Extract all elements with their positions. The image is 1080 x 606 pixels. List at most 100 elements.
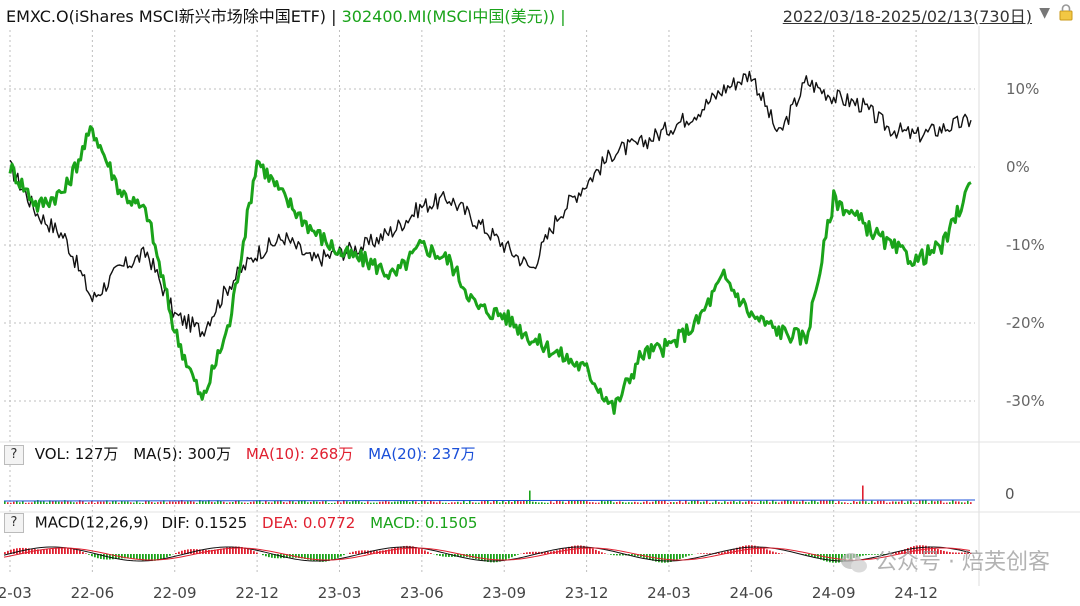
volume-bar bbox=[178, 500, 180, 504]
volume-bar bbox=[112, 501, 114, 504]
volume-bar bbox=[583, 500, 585, 504]
macd-histogram-bar bbox=[418, 547, 420, 554]
macd-histogram-bar bbox=[577, 545, 579, 554]
macd-histogram-bar bbox=[898, 551, 900, 554]
volume-bar bbox=[439, 501, 441, 504]
volume-bar bbox=[604, 501, 606, 504]
volume-bar bbox=[646, 501, 648, 504]
macd-histogram-bar bbox=[727, 550, 729, 554]
macd-histogram-bar bbox=[190, 549, 192, 554]
volume-bar bbox=[277, 501, 279, 504]
volume-bar bbox=[340, 502, 342, 504]
series1-label[interactable]: EMXC.O(iShares MSCI新兴市场除中国ETF) bbox=[6, 7, 327, 26]
volume-bar bbox=[427, 502, 429, 504]
macd-histogram-bar bbox=[931, 547, 933, 554]
volume-bar bbox=[211, 501, 213, 504]
volume-bar bbox=[550, 501, 552, 504]
volume-bar bbox=[157, 502, 159, 504]
macd-histogram-bar bbox=[73, 548, 75, 554]
volume-help-button[interactable]: ? bbox=[4, 444, 24, 465]
volume-bar bbox=[397, 501, 399, 504]
macd-histogram-bar bbox=[112, 554, 114, 560]
volume-bar bbox=[307, 502, 309, 504]
macd-histogram-bar bbox=[508, 554, 510, 559]
macd-histogram-bar bbox=[34, 549, 36, 554]
series2-label[interactable]: 302400.MI(MSCI中国(美元)) bbox=[341, 7, 556, 26]
volume-bar bbox=[862, 485, 864, 504]
volume-bar bbox=[241, 502, 243, 504]
macd-histogram-bar bbox=[952, 552, 954, 554]
chevron-down-icon[interactable]: ▼ bbox=[1039, 5, 1050, 21]
macd-histogram-bar bbox=[328, 554, 330, 562]
macd-histogram-bar bbox=[637, 554, 639, 557]
volume-bar bbox=[493, 500, 495, 504]
volume-bar bbox=[634, 501, 636, 504]
volume-bar bbox=[856, 501, 858, 504]
x-tick-label: 24-06 bbox=[730, 584, 774, 602]
series2-line[interactable] bbox=[8, 125, 972, 415]
volume-bar bbox=[367, 501, 369, 504]
volume-bar bbox=[877, 500, 879, 504]
volume-bar bbox=[844, 502, 846, 504]
macd-histogram-bar bbox=[400, 546, 402, 554]
macd-help-button[interactable]: ? bbox=[4, 513, 24, 533]
volume-bar bbox=[727, 502, 729, 504]
volume-bar bbox=[67, 501, 69, 504]
volume-bar bbox=[280, 500, 282, 504]
vol-ma10: MA(10): 268万 bbox=[245, 445, 354, 463]
volume-bar bbox=[613, 502, 615, 504]
volume-bar bbox=[274, 500, 276, 504]
volume-bar bbox=[124, 501, 126, 504]
macd-histogram-bar bbox=[481, 554, 483, 561]
macd-histogram-bar bbox=[355, 551, 357, 554]
macd-histogram-bar bbox=[547, 551, 549, 554]
volume-bar bbox=[643, 501, 645, 504]
volume-bar bbox=[949, 502, 951, 504]
volume-bar bbox=[208, 500, 210, 504]
volume-bar bbox=[259, 500, 261, 504]
macd-histogram-bar bbox=[769, 550, 771, 554]
date-range-selector[interactable]: 2022/03/18-2025/02/13(730日) bbox=[782, 7, 1032, 26]
volume-bar bbox=[784, 500, 786, 504]
volume-bar bbox=[742, 502, 744, 504]
macd-histogram-bar bbox=[490, 554, 492, 563]
macd-histogram-bar bbox=[442, 554, 444, 557]
volume-bar bbox=[661, 501, 663, 504]
volume-bar bbox=[31, 502, 33, 504]
macd-histogram-bar bbox=[688, 554, 690, 556]
volume-bar bbox=[808, 502, 810, 504]
volume-bar bbox=[4, 501, 6, 504]
macd-histogram-bar bbox=[451, 554, 453, 557]
macd-histogram-bar bbox=[934, 548, 936, 554]
volume-bar bbox=[622, 501, 624, 504]
volume-bar bbox=[298, 500, 300, 504]
lock-icon[interactable] bbox=[1058, 3, 1074, 21]
volume-bar bbox=[436, 502, 438, 504]
macd-histogram-bar bbox=[313, 554, 315, 561]
macd-histogram-bar bbox=[592, 548, 594, 554]
macd-histogram-bar bbox=[817, 554, 819, 559]
macd-histogram-bar bbox=[64, 547, 66, 554]
vol-value: VOL: 127万 bbox=[34, 445, 119, 463]
macd-histogram-bar bbox=[505, 554, 507, 560]
volume-bar bbox=[424, 500, 426, 504]
volume-bar bbox=[532, 501, 534, 504]
volume-bar bbox=[691, 500, 693, 504]
macd-histogram-bar bbox=[304, 554, 306, 559]
macd-histogram-bar bbox=[943, 550, 945, 554]
volume-bar bbox=[244, 502, 246, 504]
volume-bar bbox=[325, 501, 327, 504]
macd-histogram-bar bbox=[865, 554, 867, 556]
macd-histogram-bar bbox=[148, 554, 150, 562]
macd-histogram-bar bbox=[136, 554, 138, 560]
volume-bar bbox=[817, 502, 819, 504]
volume-bar bbox=[403, 500, 405, 504]
series1-line[interactable] bbox=[9, 70, 972, 338]
macd-histogram-bar bbox=[256, 552, 258, 554]
volume-bar bbox=[100, 501, 102, 504]
volume-bar bbox=[919, 500, 921, 504]
legend-separator: | bbox=[326, 7, 342, 26]
volume-bar bbox=[163, 500, 165, 504]
volume-bar bbox=[256, 500, 258, 504]
macd-histogram-bar bbox=[4, 552, 6, 554]
